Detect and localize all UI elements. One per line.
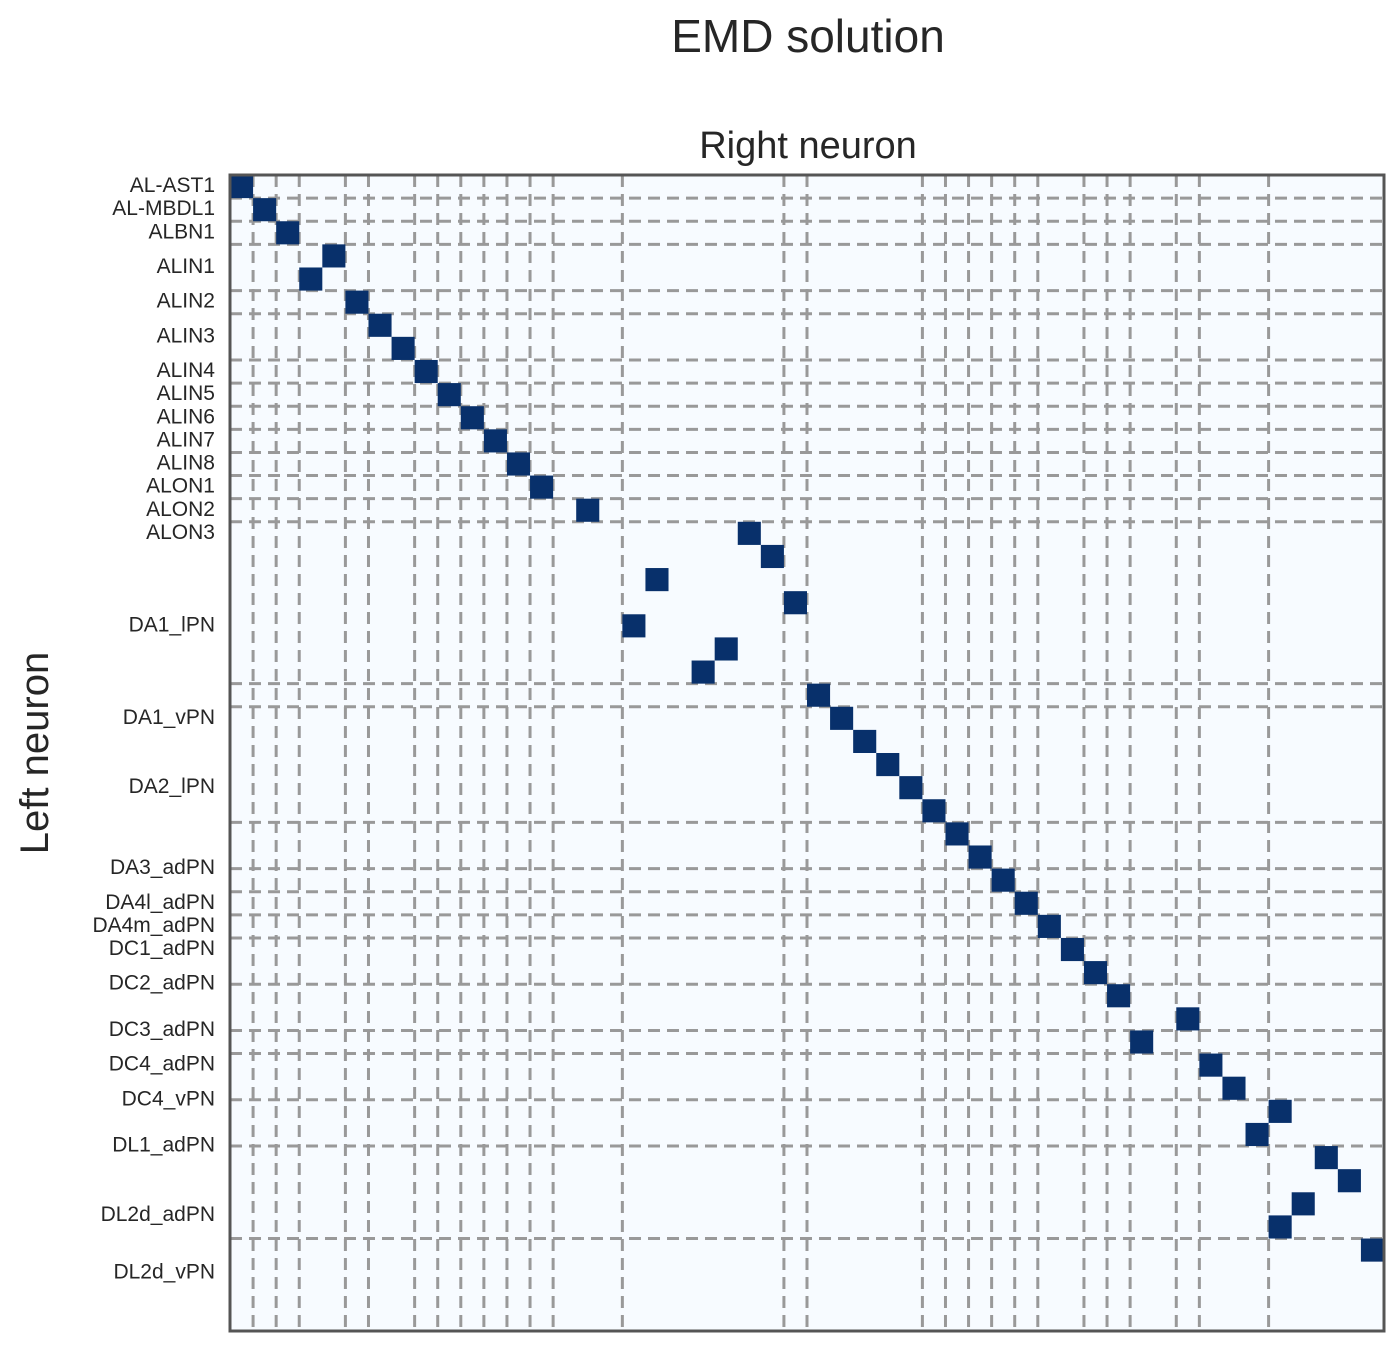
- y-tick-label-10: ALIN8: [157, 452, 215, 475]
- assignment-cell-10: [460, 406, 484, 430]
- assignment-cell-20: [714, 637, 738, 661]
- assignment-cell-43: [1337, 1169, 1361, 1193]
- assignment-cell-5: [345, 290, 369, 314]
- group-gridlines: [230, 175, 1384, 1331]
- y-tick-label-15: DA1_vPN: [123, 706, 215, 729]
- assignment-cell-42: [1314, 1146, 1338, 1170]
- assignment-cell-2: [276, 221, 300, 245]
- y-tick-label-2: ALBN1: [148, 220, 215, 243]
- y-tick-label-19: DA4m_adPN: [92, 914, 215, 937]
- assignment-cell-4: [299, 267, 323, 291]
- assignment-cell-26: [899, 776, 923, 800]
- assignment-cell-23: [830, 706, 854, 730]
- assignment-cell-33: [1060, 937, 1084, 962]
- y-tick-label-22: DC3_adPN: [109, 1018, 215, 1041]
- y-tick-label-24: DC4_vPN: [122, 1087, 215, 1110]
- assignment-cell-7: [391, 336, 415, 360]
- y-tick-label-21: DC2_adPN: [109, 972, 215, 995]
- assignment-cell-25: [876, 753, 900, 777]
- y-tick-label-27: DL2d_vPN: [113, 1261, 215, 1284]
- y-axis-label: Left neuron: [13, 652, 57, 854]
- assignment-cell-37: [1130, 1030, 1154, 1054]
- y-tick-label-9: ALIN7: [157, 428, 215, 451]
- y-tick-label-20: DC1_adPN: [109, 937, 215, 960]
- assignment-cell-14: [576, 498, 600, 522]
- assignment-cell-15: [737, 521, 761, 545]
- assignment-cell-12: [506, 452, 531, 476]
- assignment-cell-0: [230, 175, 254, 199]
- assignment-cell-22: [807, 683, 831, 707]
- y-tick-label-4: ALIN2: [157, 290, 215, 313]
- y-tick-label-5: ALIN3: [157, 324, 215, 347]
- y-tick-label-12: ALON2: [146, 498, 215, 521]
- plot-frame: [228, 173, 1386, 1333]
- assignment-cell-24: [853, 729, 877, 753]
- y-tick-label-23: DC4_adPN: [109, 1053, 215, 1076]
- assignment-cell-13: [530, 475, 554, 499]
- assignment-cell-16: [760, 544, 784, 569]
- assignment-cell-1: [253, 198, 277, 222]
- assignment-cell-38: [1199, 1053, 1223, 1077]
- y-tick-label-16: DA2_lPN: [129, 775, 215, 798]
- assignment-cell-46: [1360, 1238, 1384, 1262]
- assignment-cell-21: [691, 660, 715, 684]
- assignment-cell-32: [1037, 914, 1061, 938]
- y-tick-label-25: DL1_adPN: [112, 1134, 215, 1157]
- y-tick-label-18: DA4l_adPN: [105, 891, 215, 914]
- assignment-cell-31: [1014, 891, 1038, 915]
- x-axis-label: Right neuron: [699, 125, 917, 167]
- assignment-cell-30: [991, 868, 1015, 892]
- y-tick-label-11: ALON1: [146, 475, 215, 498]
- assignment-cell-40: [1268, 1099, 1292, 1123]
- assignment-cell-6: [368, 313, 392, 337]
- y-tick-label-0: AL-AST1: [130, 174, 215, 197]
- assignment-cell-19: [622, 614, 646, 638]
- assignment-cell-17: [645, 568, 669, 592]
- assignment-cell-29: [968, 845, 992, 869]
- assignment-cell-8: [414, 359, 438, 384]
- assignment-cell-11: [483, 429, 507, 453]
- assignment-cell-41: [1245, 1122, 1269, 1147]
- y-tick-label-8: ALIN6: [157, 405, 215, 428]
- assignment-cell-35: [1107, 984, 1131, 1008]
- y-tick-label-1: AL-MBDL1: [112, 197, 215, 220]
- y-tick-label-6: ALIN4: [157, 359, 216, 382]
- assignment-cell-27: [922, 799, 946, 823]
- y-tick-label-13: ALON3: [146, 521, 215, 544]
- assignment-cell-44: [1291, 1192, 1315, 1216]
- y-tick-label-3: ALIN1: [157, 255, 215, 278]
- assignment-cell-34: [1083, 961, 1108, 985]
- y-tick-label-7: ALIN5: [157, 382, 215, 405]
- assignment-cell-36: [1176, 1007, 1200, 1031]
- chart-title: EMD solution: [671, 10, 945, 62]
- y-tick-label-14: DA1_lPN: [129, 613, 215, 636]
- assignment-cell-18: [783, 591, 807, 615]
- y-tick-label-26: DL2d_adPN: [101, 1203, 215, 1226]
- y-tick-label-17: DA3_adPN: [110, 856, 215, 879]
- assignment-cell-3: [322, 244, 346, 268]
- assignment-cell-9: [437, 383, 461, 407]
- assignment-cells: [230, 175, 1384, 1262]
- assignment-cell-45: [1268, 1215, 1292, 1239]
- assignment-cell-39: [1222, 1076, 1246, 1100]
- assignment-cell-28: [945, 822, 969, 846]
